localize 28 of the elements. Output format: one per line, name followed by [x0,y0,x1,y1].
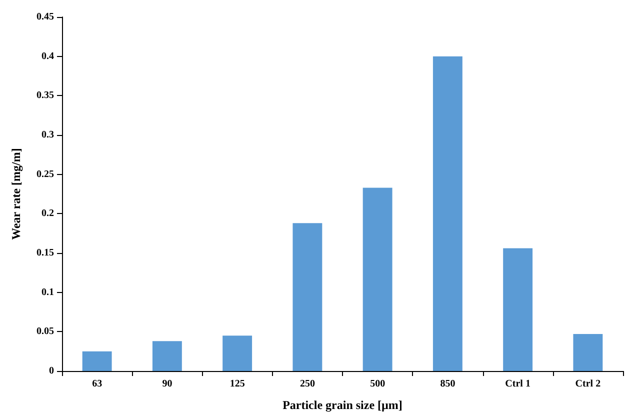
y-tick-label: 0.15 [36,248,54,258]
y-tick-label: 0.1 [42,286,54,298]
x-tick-label: 850 [440,378,456,390]
y-tick-label: 0.3 [42,130,54,140]
bar [432,56,462,371]
x-tick-label: 500 [370,378,386,390]
x-tick-label: Ctrl 1 [505,378,530,390]
y-tick-label: 0.2 [42,208,54,220]
y-tick-label: 0.25 [36,168,54,180]
bar [362,188,392,371]
x-tick-label: 250 [300,378,315,390]
y-tick-label: 0 [49,366,54,376]
bar [503,248,533,371]
bar [573,334,603,371]
bar [222,336,252,371]
y-tick-label: 0.05 [36,326,54,338]
bar [152,341,182,371]
x-tick-label: 90 [162,378,172,390]
x-axis-title: Particle grain size [µm] [282,398,402,412]
x-tick-label: 63 [92,378,102,390]
y-tick-label: 0.35 [36,90,54,102]
y-tick-label: 0.4 [42,50,54,62]
x-tick-label: 125 [230,378,245,390]
x-tick-label: Ctrl 2 [575,378,601,390]
y-axis-title: Wear rate [mg/m] [9,148,23,240]
y-tick-label: 0.45 [36,12,54,22]
bar [292,223,322,371]
bar [82,351,112,371]
